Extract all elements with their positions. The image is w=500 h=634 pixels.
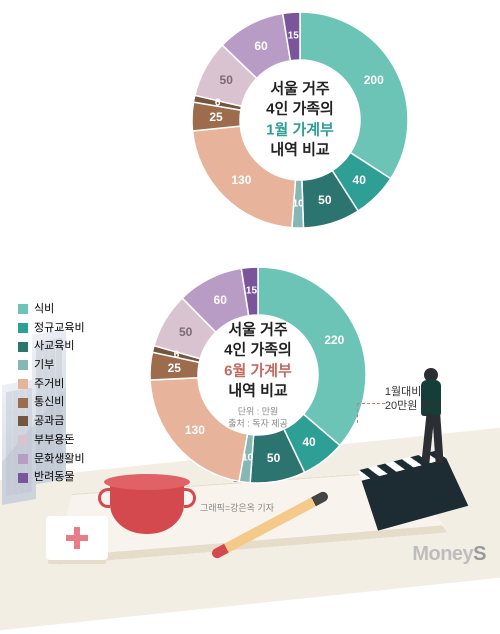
unit-note: 단위 : 만원 [224, 405, 292, 417]
legend-label: 문화생활비 [34, 450, 85, 469]
chart2-center-text: 서울 거주 4인 가족의 6월 가계부 내역 비교 단위 : 만원 출처 : 독… [224, 320, 292, 429]
legend-swatch [18, 342, 28, 352]
legend-label: 반려동물 [34, 468, 74, 487]
annotation-line2: 20만원 증가 [385, 399, 441, 413]
chart2-annotation: 1월대비 20만원 증가 [385, 385, 441, 414]
chart2-line3: 6월 가계부 [224, 361, 292, 381]
legend-swatch [18, 398, 28, 408]
legend-label: 부부용돈 [34, 431, 74, 450]
legend-label: 통신비 [34, 393, 64, 412]
legend-item: 통신비 [18, 393, 85, 412]
donut-chart-june: 서울 거주 4인 가족의 6월 가계부 내역 비교 단위 : 만원 출처 : 독… [148, 265, 368, 485]
legend-swatch [18, 360, 28, 370]
legend-label: 기부 [34, 356, 54, 375]
legend-item: 기부 [18, 356, 85, 375]
chart1-line1: 서울 거주 [266, 80, 334, 100]
legend-label: 사교육비 [34, 337, 74, 356]
chart1-line3: 1월 가계부 [266, 120, 334, 140]
source-note: 출처 : 독자 제공 [224, 418, 292, 430]
legend-item: 정규교육비 [18, 319, 85, 338]
legend-item: 반려동물 [18, 468, 85, 487]
legend-label: 식비 [34, 300, 54, 319]
legend-label: 주거비 [34, 375, 64, 394]
legend-swatch [18, 454, 28, 464]
legend-item: 부부용돈 [18, 431, 85, 450]
graphic-credit: 그래픽=강은옥 기자 [200, 501, 274, 514]
legend-item: 문화생활비 [18, 450, 85, 469]
chart1-line2: 4인 가족의 [266, 100, 334, 120]
legend-label: 정규교육비 [34, 319, 85, 338]
annotation-connector [357, 403, 385, 423]
chart2-line4: 내역 비교 [224, 381, 292, 401]
person-icon [406, 368, 456, 468]
watermark-a: Money [412, 543, 473, 565]
legend-swatch [18, 416, 28, 426]
chart2-line1: 서울 거주 [224, 320, 292, 340]
chart2-line2: 4인 가족의 [224, 341, 292, 361]
annotation-line1: 1월대비 [385, 385, 441, 399]
legend-label: 공과금 [34, 412, 64, 431]
legend-swatch [18, 435, 28, 445]
watermark: MoneyS [412, 543, 486, 566]
chart1-line4: 내역 비교 [266, 140, 334, 160]
first-aid-icon [46, 516, 108, 560]
legend-item: 식비 [18, 300, 85, 319]
watermark-b: S [473, 543, 486, 565]
legend-swatch [18, 473, 28, 483]
legend-swatch [18, 304, 28, 314]
legend-item: 사교육비 [18, 337, 85, 356]
legend-item: 주거비 [18, 375, 85, 394]
legend-swatch [18, 379, 28, 389]
legend: 식비정규교육비사교육비기부주거비통신비공과금부부용돈문화생활비반려동물 [18, 300, 85, 487]
chart1-center-text: 서울 거주 4인 가족의 1월 가계부 내역 비교 [266, 80, 334, 161]
legend-item: 공과금 [18, 412, 85, 431]
donut-chart-january: 서울 거주 4인 가족의 1월 가계부 내역 비교 20040501013025… [190, 10, 410, 230]
legend-swatch [18, 323, 28, 333]
